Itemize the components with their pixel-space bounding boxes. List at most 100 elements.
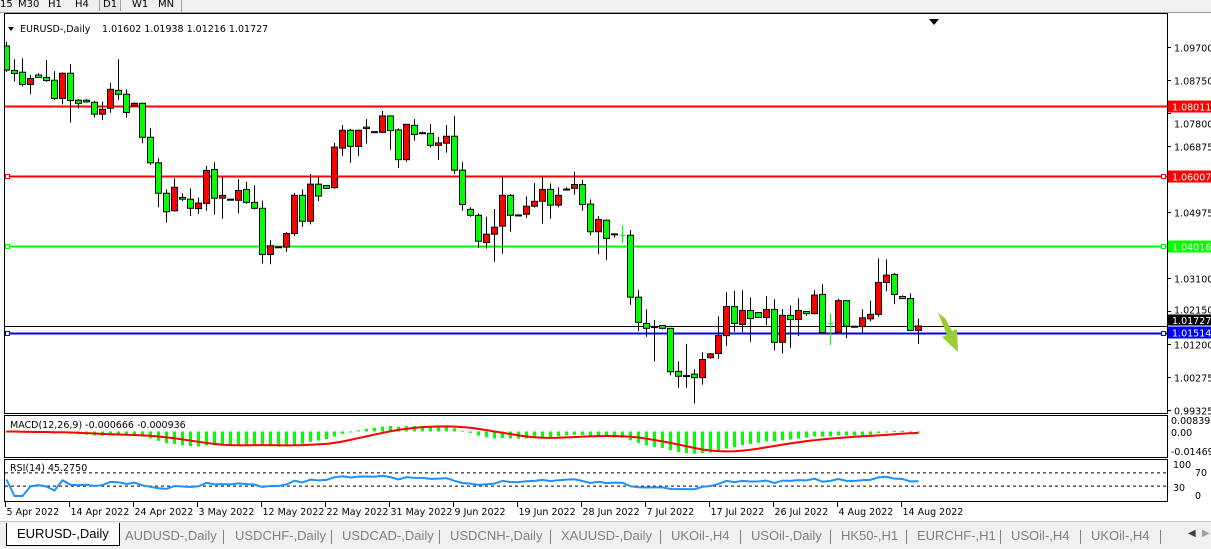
macd-histogram-bar <box>445 426 448 432</box>
candle <box>523 196 530 218</box>
rsi-label: RSI(14) 45.2750 <box>10 463 87 474</box>
timeframe-w1[interactable]: W1 <box>132 0 149 10</box>
bear-candle-body <box>411 124 418 135</box>
timeframe-mn[interactable]: MN <box>158 0 175 10</box>
macd-histogram-bar <box>349 431 352 433</box>
bear-candle-body <box>643 322 650 329</box>
candle <box>99 101 106 121</box>
macd-histogram-bar <box>797 431 800 439</box>
bear-candle-body <box>19 71 26 85</box>
bear-candle-body <box>611 233 618 236</box>
collapse-triangle-icon[interactable] <box>8 27 14 31</box>
bull-candle-body <box>915 325 922 331</box>
candle <box>779 309 786 354</box>
bear-candle-body <box>147 136 154 164</box>
macd-histogram-bar <box>725 431 728 449</box>
scroll-left-icon[interactable]: ◀ <box>1188 528 1196 539</box>
macd-histogram-bar <box>701 431 704 454</box>
tab-ukoil-h4-2[interactable]: UKOil-,H4 <box>1091 528 1150 543</box>
bear-candle-body <box>691 373 698 379</box>
macd-histogram-bar <box>285 431 288 447</box>
scroll-right-icon[interactable]: ▶ <box>1202 528 1210 539</box>
bear-candle-body <box>419 132 426 135</box>
macd-histogram-bar <box>845 431 848 436</box>
bear-candle-body <box>155 162 162 194</box>
tab-audusd-daily[interactable]: AUDUSD-,Daily <box>125 528 217 543</box>
timeframe-d1[interactable]: D1 <box>99 0 122 11</box>
candle <box>467 207 474 217</box>
macd-histogram-bar <box>221 431 224 446</box>
chart-ohlc-values: 1.01602 1.01938 1.01216 1.01727 <box>102 24 268 35</box>
candle <box>179 193 186 201</box>
timeframe-m30[interactable]: M30 <box>18 0 40 10</box>
candle <box>771 299 778 351</box>
toolbar-divider <box>181 0 182 12</box>
candle <box>451 115 458 175</box>
tab-usoil-h4[interactable]: USOil-,H4 <box>1011 528 1070 543</box>
candle <box>715 316 722 359</box>
macd-histogram-bar <box>621 431 624 438</box>
tab-usdchf-daily[interactable]: USDCHF-,Daily <box>235 528 326 543</box>
candle <box>819 284 826 334</box>
candle <box>235 179 242 214</box>
timeframe-m15[interactable]: 15 <box>0 0 13 10</box>
candle <box>291 192 298 237</box>
price-line-badge <box>1168 170 1211 183</box>
candle <box>811 290 818 315</box>
bull-candle-body <box>235 189 242 201</box>
macd-scale-zero: 0.00 <box>1171 428 1192 439</box>
tab-eurusd-daily[interactable]: EURUSD-,Daily <box>6 523 120 546</box>
bull-candle-body <box>291 194 298 234</box>
candle <box>163 189 170 223</box>
tab-usdcad-daily[interactable]: USDCAD-,Daily <box>342 528 434 543</box>
price-line-badge <box>1168 326 1211 339</box>
candle <box>139 102 146 144</box>
bull-candle-body <box>555 194 562 206</box>
tab-ukoil-h4[interactable]: UKOil-,H4 <box>671 528 730 543</box>
candle <box>131 102 138 107</box>
candle <box>531 183 538 208</box>
macd-scale-top: 0.008399 <box>1171 416 1211 427</box>
price-line-badge <box>1168 240 1211 253</box>
macd-signal-line <box>6 425 919 453</box>
bull-candle-body <box>763 308 770 318</box>
bear-candle-body <box>67 72 74 102</box>
candle <box>691 369 698 404</box>
candle <box>187 188 194 217</box>
chart-shift-marker-icon[interactable] <box>929 19 939 25</box>
tab-usoil-daily[interactable]: USOil-,Daily <box>751 528 822 543</box>
candle <box>195 197 202 214</box>
price-tick-label: 1.03100 <box>1174 275 1211 286</box>
tab-separator <box>830 530 831 544</box>
chart-canvas[interactable]: 1.09700 1.08750 1.07800 1.06875 1.04975 1.031… <box>0 0 1211 521</box>
bull-candle-body <box>99 108 106 115</box>
bull-candle-body <box>27 77 34 85</box>
candle <box>875 258 882 317</box>
bear-candle-body <box>747 309 754 320</box>
candle <box>11 59 18 82</box>
macd-plot <box>5 425 920 454</box>
macd-histogram-bar <box>133 431 136 436</box>
bear-candle-body <box>803 311 810 315</box>
macd-histogram-bar <box>685 431 688 453</box>
macd-histogram-bar <box>253 431 256 445</box>
macd-histogram-bar <box>573 431 576 435</box>
macd-histogram-bar <box>693 431 696 454</box>
timeframe-h4[interactable]: H4 <box>75 0 89 10</box>
tab-xauusd-daily[interactable]: XAUUSD-,Daily <box>561 528 653 543</box>
candle <box>251 185 258 210</box>
macd-histogram-bar <box>229 431 232 446</box>
macd-histogram-bar <box>789 431 792 440</box>
timeframe-h1[interactable]: H1 <box>48 0 62 10</box>
tab-usdcnh-daily[interactable]: USDCNH-,Daily <box>450 528 543 543</box>
down-right-arrow-icon[interactable] <box>938 313 958 352</box>
bull-candle-body <box>267 245 274 255</box>
tab-eurchf-h1[interactable]: EURCHF-,H1 <box>917 528 996 543</box>
time-tick-label: 3 May 2022 <box>199 507 255 518</box>
price-tick-label: 1.04975 <box>1174 209 1211 220</box>
tab-hk50-h1[interactable]: HK50-,H1 <box>841 528 899 543</box>
candle <box>59 72 66 105</box>
bear-candle-body <box>115 89 122 95</box>
candle <box>683 344 690 388</box>
macd-histogram-bar <box>317 431 320 441</box>
